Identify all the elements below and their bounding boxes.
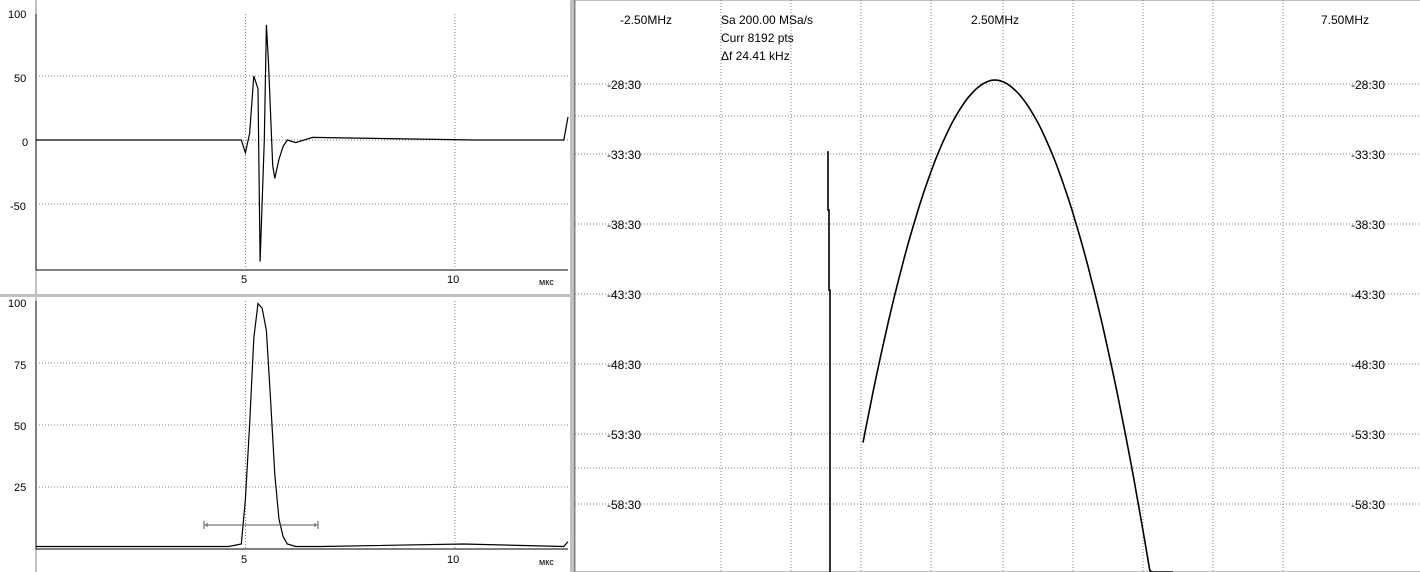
x-tick-5: 5 [241, 554, 247, 566]
freq-label-center: 2.50MHz [971, 13, 1019, 27]
y-tick-0: 0 [22, 137, 28, 149]
y-tick-100: 100 [8, 298, 26, 310]
spectrum-line-trace [827, 152, 830, 572]
y-tick-100: 100 [8, 9, 26, 21]
x-unit-label: мкс [539, 277, 554, 287]
bottom-time-plot: 100 75 50 25 5 10 мкс [0, 297, 574, 572]
level-left-1: -28:30 [607, 78, 641, 92]
envelope-trace [36, 304, 568, 547]
x-tick-10: 10 [447, 554, 459, 566]
level-left-6: -53:30 [607, 428, 641, 442]
level-left-3: -38:30 [607, 218, 641, 232]
freq-label-left: -2.50MHz [620, 13, 672, 27]
level-right-2: -33:30 [1351, 148, 1385, 162]
freq-label-right: 7.50MHz [1321, 13, 1369, 27]
level-right-4: -43:30 [1351, 288, 1385, 302]
y-tick-minus50: -50 [10, 201, 26, 213]
level-right-1: -28:30 [1351, 78, 1385, 92]
bottom-plot-canvas: 100 75 50 25 5 10 мкс [0, 297, 570, 572]
top-signal-trace [36, 25, 568, 262]
level-right-6: -53:30 [1351, 428, 1385, 442]
level-right-5: -48:30 [1351, 358, 1385, 372]
x-tick-5: 5 [241, 274, 247, 286]
level-left-4: -43:30 [607, 288, 641, 302]
spectrum-grid [575, 0, 1420, 572]
level-left-2: -33:30 [607, 148, 641, 162]
current-points-text: Curr 8192 pts [721, 31, 794, 45]
level-left-5: -48:30 [607, 358, 641, 372]
top-plot-canvas: 100 50 0 -50 5 10 мкс [0, 0, 570, 294]
delta-f-text: Δf 24.41 kHz [721, 49, 790, 63]
x-tick-10: 10 [447, 274, 459, 286]
y-tick-25: 25 [14, 482, 26, 494]
y-tick-50: 50 [14, 73, 26, 85]
spectrum-canvas: -2.50MHz 2.50MHz 7.50MHz Sa 200.00 MSa/s… [575, 0, 1420, 572]
level-right-7: -58:30 [1351, 498, 1385, 512]
top-grid [36, 14, 568, 270]
x-unit-label: мкс [539, 557, 554, 567]
top-time-plot: 100 50 0 -50 5 10 мкс [0, 0, 574, 297]
level-left-7: -58:30 [607, 498, 641, 512]
spectrum-envelope-trace [863, 80, 1173, 572]
sample-rate-text: Sa 200.00 MSa/s [721, 13, 813, 27]
y-tick-75: 75 [14, 360, 26, 372]
bottom-grid [36, 301, 568, 549]
spectrum-panel: -2.50MHz 2.50MHz 7.50MHz Sa 200.00 MSa/s… [574, 0, 1420, 572]
width-marker[interactable] [204, 521, 318, 529]
y-tick-50: 50 [14, 421, 26, 433]
level-right-3: -38:30 [1351, 218, 1385, 232]
